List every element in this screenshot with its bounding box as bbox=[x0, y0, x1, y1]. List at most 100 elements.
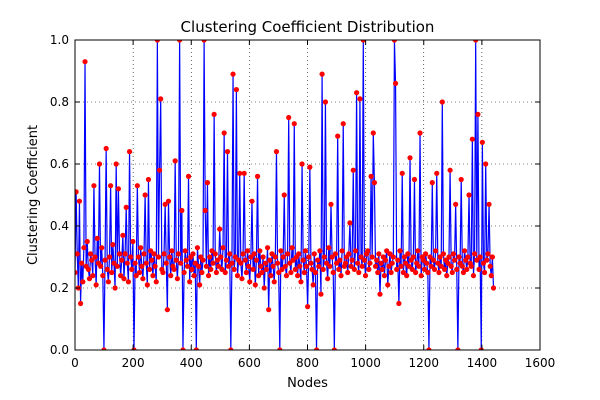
data-point bbox=[167, 254, 173, 260]
data-point bbox=[82, 59, 88, 65]
ticks: 0 200 400 600 800 1000 1200 1400 1600 0.0 0.2 0.4 0.… bbox=[50, 33, 555, 370]
data-point bbox=[94, 235, 100, 241]
data-point bbox=[327, 263, 333, 269]
data-point bbox=[155, 254, 162, 260]
data-point bbox=[108, 183, 114, 189]
data-point bbox=[389, 260, 395, 266]
data-point bbox=[185, 173, 192, 179]
data-point bbox=[96, 161, 103, 167]
data-point bbox=[388, 269, 394, 276]
data-point bbox=[91, 183, 97, 189]
data-point bbox=[217, 226, 223, 232]
data-point bbox=[171, 266, 177, 272]
data-point bbox=[377, 291, 383, 297]
data-point bbox=[187, 279, 193, 285]
data-point bbox=[412, 269, 419, 276]
data-point bbox=[146, 266, 153, 272]
data-point bbox=[315, 257, 321, 263]
data-point bbox=[276, 269, 282, 276]
data-point bbox=[262, 260, 268, 266]
data-point bbox=[449, 269, 455, 276]
data-point bbox=[143, 260, 149, 266]
data-point bbox=[182, 248, 188, 254]
data-point bbox=[487, 263, 493, 269]
data-point bbox=[392, 80, 399, 86]
data-point bbox=[435, 260, 441, 266]
data-point bbox=[261, 285, 267, 291]
data-point bbox=[102, 257, 108, 263]
data-point bbox=[193, 347, 199, 350]
data-point bbox=[244, 248, 251, 254]
data-point bbox=[195, 263, 202, 269]
data-point bbox=[420, 257, 426, 263]
data-point bbox=[480, 260, 487, 266]
data-point bbox=[340, 121, 346, 127]
y-tick-label: 0.2 bbox=[50, 281, 69, 295]
data-point bbox=[77, 300, 84, 307]
data-point bbox=[339, 248, 345, 254]
data-point bbox=[444, 273, 450, 279]
plot-area bbox=[75, 40, 497, 350]
data-point bbox=[224, 149, 231, 155]
data-point bbox=[75, 269, 78, 276]
data-point bbox=[162, 201, 168, 207]
data-point bbox=[80, 279, 86, 285]
data-point bbox=[468, 263, 474, 269]
data-point bbox=[394, 266, 400, 272]
data-point bbox=[404, 273, 410, 279]
data-point bbox=[269, 251, 275, 257]
data-point bbox=[226, 263, 232, 269]
data-point bbox=[240, 251, 246, 257]
data-point bbox=[111, 260, 117, 266]
data-point bbox=[252, 282, 258, 288]
data-point bbox=[361, 257, 367, 263]
x-tick-label: 600 bbox=[238, 356, 261, 370]
data-point bbox=[116, 251, 123, 257]
data-point bbox=[417, 130, 423, 136]
data-point bbox=[132, 260, 138, 266]
data-point bbox=[385, 282, 391, 288]
data-point bbox=[426, 347, 432, 350]
data-point bbox=[411, 176, 418, 183]
data-point bbox=[256, 273, 262, 279]
data-point bbox=[451, 257, 458, 263]
data-point bbox=[357, 96, 363, 102]
data-point bbox=[253, 257, 260, 263]
data-point bbox=[277, 347, 283, 350]
data-point bbox=[140, 276, 146, 282]
data-point bbox=[301, 269, 307, 276]
data-point bbox=[298, 279, 304, 285]
data-point bbox=[311, 251, 317, 257]
data-point bbox=[346, 251, 352, 257]
x-axis-label: Nodes bbox=[287, 376, 328, 391]
data-point bbox=[177, 40, 183, 43]
data-point bbox=[230, 71, 236, 77]
data-point bbox=[458, 176, 464, 183]
data-point bbox=[169, 248, 175, 254]
data-point bbox=[310, 282, 316, 288]
data-point bbox=[471, 251, 478, 257]
data-point bbox=[358, 254, 364, 260]
data-point bbox=[179, 207, 185, 214]
data-point bbox=[434, 170, 440, 176]
data-point bbox=[297, 263, 303, 269]
data-point bbox=[477, 254, 483, 260]
data-point bbox=[335, 133, 341, 139]
data-point bbox=[378, 260, 384, 266]
x-tick-label: 200 bbox=[122, 356, 145, 370]
data-point bbox=[100, 273, 106, 279]
data-point bbox=[312, 269, 319, 276]
data-point bbox=[424, 260, 430, 266]
data-point bbox=[415, 248, 421, 254]
data-point bbox=[347, 220, 353, 226]
data-point bbox=[110, 242, 116, 248]
data-point bbox=[205, 273, 212, 279]
data-point bbox=[486, 201, 492, 207]
data-point bbox=[149, 257, 155, 263]
data-point bbox=[303, 263, 310, 269]
data-point bbox=[476, 266, 482, 272]
data-point bbox=[375, 269, 381, 276]
data-point bbox=[120, 232, 126, 238]
data-point bbox=[164, 307, 170, 313]
data-point bbox=[273, 149, 280, 155]
